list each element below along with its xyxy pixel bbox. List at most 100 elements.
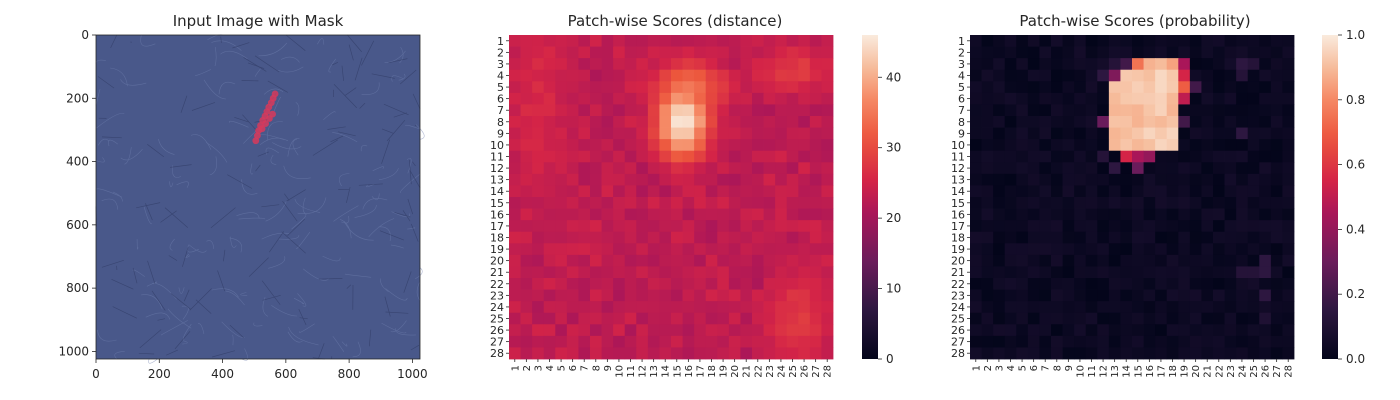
heatmap-cell: [740, 347, 753, 360]
heatmap-cell: [647, 301, 660, 314]
heatmap-cell: [1132, 150, 1144, 163]
heatmap-cell: [1074, 312, 1087, 325]
heatmap-cell: [1004, 127, 1017, 140]
heatmap-cell: [717, 81, 730, 94]
heatmap-cell: [1132, 220, 1144, 233]
heatmap-cell: [671, 92, 683, 105]
heatmap-cell: [613, 185, 626, 198]
heatmap-cell: [509, 335, 521, 348]
heatmap-cell: [798, 335, 811, 348]
heatmap-cell: [520, 243, 533, 256]
heatmap-cell: [809, 335, 822, 348]
heatmap-cell: [1213, 347, 1225, 360]
x-tick-label: 3: [533, 365, 544, 371]
heatmap-cell: [798, 301, 811, 314]
heatmap-cell: [1155, 231, 1168, 244]
x-tick-label: 16: [1145, 365, 1156, 378]
heatmap-cell: [1051, 58, 1063, 71]
heatmap-cell: [728, 197, 741, 209]
heatmap-cell: [809, 150, 822, 163]
heatmap-cell: [1270, 35, 1283, 47]
heatmap-cell: [659, 335, 672, 348]
heatmap-cell: [1016, 335, 1029, 348]
heatmap-cell: [682, 197, 695, 209]
heatmap-cell: [717, 35, 730, 47]
heatmap-cell: [624, 81, 637, 94]
heatmap-cell: [520, 278, 533, 290]
heatmap-cell: [993, 312, 1006, 325]
heatmap-cell: [659, 301, 672, 314]
heatmap-cell: [728, 127, 741, 140]
heatmap-cell: [682, 208, 695, 221]
heatmap-cell: [1132, 208, 1144, 221]
heatmap-cell: [775, 162, 788, 175]
heatmap-cell: [520, 266, 533, 279]
heatmap-cell: [1178, 312, 1191, 325]
heatmap-cell: [740, 278, 753, 290]
heatmap-cell: [740, 116, 753, 128]
heatmap-cell: [1178, 347, 1191, 360]
heatmap-cell: [1247, 301, 1260, 314]
heatmap-cell: [1039, 116, 1052, 128]
heatmap-cell: [1051, 104, 1063, 117]
x-tick-label: 14: [661, 365, 672, 378]
heatmap-cell: [671, 104, 683, 117]
heatmap-cell: [613, 116, 626, 128]
heatmap-cell: [1108, 116, 1121, 128]
heatmap-cell: [1259, 139, 1272, 152]
heatmap-cell: [659, 289, 672, 302]
heatmap-cell: [1166, 289, 1179, 302]
heatmap-cell: [798, 35, 811, 47]
heatmap-cell: [809, 347, 822, 360]
heatmap-cell: [1236, 116, 1249, 128]
heatmap-cell: [1074, 335, 1087, 348]
y-tick-label: 25: [490, 313, 504, 326]
heatmap-cell: [1132, 335, 1144, 348]
heatmap-cell: [705, 243, 718, 256]
heatmap-cell: [1201, 335, 1214, 348]
heatmap-cell: [1143, 278, 1156, 290]
heatmap-cell: [624, 104, 637, 117]
heatmap-cell: [763, 35, 776, 47]
heatmap-cell: [1074, 139, 1087, 152]
heatmap-cell: [1224, 162, 1237, 175]
heatmap-cell: [555, 173, 568, 186]
heatmap-cell: [1132, 173, 1144, 186]
heatmap-cell: [809, 92, 822, 105]
heatmap-cell: [1120, 58, 1133, 71]
x-tick-label: 13: [649, 365, 660, 378]
heatmap-cell: [993, 301, 1006, 314]
x-tick-label: 20: [1191, 365, 1202, 378]
heatmap-cell: [1236, 127, 1249, 140]
heatmap-cell: [1051, 127, 1063, 140]
heatmap-cell: [1282, 173, 1295, 186]
heatmap-cell: [798, 347, 811, 360]
heatmap-cell: [1213, 185, 1225, 198]
heatmap-cell: [1004, 104, 1017, 117]
heatmap-cell: [1132, 312, 1144, 325]
heatmap-cell: [1120, 289, 1133, 302]
heatmap-cell: [752, 231, 764, 244]
heatmap-cell: [659, 278, 672, 290]
y-tick-label: 7: [497, 104, 504, 117]
heatmap-cell: [1004, 92, 1017, 105]
heatmap-cell: [578, 92, 591, 105]
heatmap-cell: [1120, 312, 1133, 325]
heatmap-cell: [671, 173, 683, 186]
heatmap-cell: [1166, 254, 1179, 267]
heatmap-cell: [509, 197, 521, 209]
heatmap-cell: [1189, 116, 1202, 128]
heatmap-cell: [1259, 173, 1272, 186]
heatmap-cell: [578, 35, 591, 47]
heatmap-cell: [694, 162, 707, 175]
heatmap-cell: [590, 46, 602, 59]
heatmap-cell: [1213, 139, 1225, 152]
heatmap-cell: [798, 231, 811, 244]
heatmap-cell: [1282, 150, 1295, 163]
heatmap-cell: [590, 162, 602, 175]
heatmap-cell: [1213, 150, 1225, 163]
heatmap-cell: [509, 301, 521, 314]
heatmap-cell: [752, 69, 764, 82]
heatmap-cell: [821, 104, 834, 117]
heatmap-cell: [786, 278, 799, 290]
